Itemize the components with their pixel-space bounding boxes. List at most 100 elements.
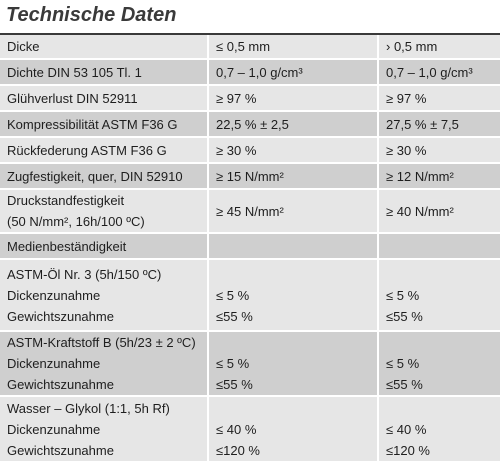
cell-text: 0,7 – 1,0 g/cm³ [216, 64, 303, 80]
cell-text: ≤ 40 % [386, 421, 427, 437]
cell-text: Kompressibilität ASTM F36 G [7, 116, 178, 132]
cell-text: ≤55 % [386, 308, 423, 324]
cell-text: 0,7 – 1,0 g/cm³ [386, 64, 473, 80]
property-cell: Kompressibilität ASTM F36 G [0, 111, 208, 138]
cell-text: Dickenzunahme [7, 356, 101, 371]
value-thick-cell: 0,7 – 1,0 g/cm³ [377, 59, 500, 86]
cell-text: ≤120 % [216, 442, 260, 458]
value-thin-cell: ≤ 0,5 mm [207, 35, 378, 60]
cell-text: ≤55 % [216, 308, 253, 324]
property-cell: Medienbeständigkeit [0, 233, 208, 260]
property-cell: Rückfederung ASTM F36 G [0, 137, 208, 164]
cell-text: ≤55 % [216, 377, 253, 392]
cell-text: Dicke [7, 39, 40, 54]
cell-text: ASTM-Kraftstoff B (5h/23 ± 2 ºC) [7, 335, 196, 350]
tech-data-table: Dicke ≤ 0,5 mm › 0,5 mm Dichte DIN 53 105 T… [0, 35, 500, 463]
cell-text: ≤120 % [386, 442, 430, 458]
cell-text: Rückfederung ASTM F36 G [7, 142, 167, 158]
cell-text: ≥ 12 N/mm² [386, 168, 454, 184]
cell-text: ≤ 5 % [386, 356, 420, 371]
value-thick-cell: ≤ 5 % ≤55 % [377, 331, 500, 397]
title-rule [0, 33, 500, 35]
cell-text: ≥ 97 % [216, 90, 257, 106]
property-cell: ASTM-Kraftstoff B (5h/23 ± 2 ºC) Dickenzu… [0, 331, 208, 397]
table-row: ASTM-Öl Nr. 3 (5h/150 ºC) Dickenzunahme Ge… [0, 259, 500, 332]
table-row: ASTM-Kraftstoff B (5h/23 ± 2 ºC) Dickenzu… [0, 331, 500, 397]
value-thick-cell: › 0,5 mm [377, 35, 500, 60]
table-row: Wasser – Glykol (1:1, 5h Rf) Dickenzunahm… [0, 396, 500, 463]
cell-text: ≤ 40 % [216, 421, 257, 437]
cell-text [216, 264, 377, 285]
table-row: Dicke ≤ 0,5 mm › 0,5 mm [0, 35, 500, 60]
cell-text: ≥ 97 % [386, 90, 427, 106]
cell-text: Druckstandfestigkeit [7, 193, 125, 208]
cell-text: ≥ 40 N/mm² [386, 203, 454, 219]
property-cell: Glühverlust DIN 52911 [0, 85, 208, 112]
property-cell: Dicke [0, 35, 208, 60]
cell-text: ≥ 30 % [386, 142, 427, 158]
value-thin-cell: ≥ 97 % [207, 85, 378, 112]
property-cell: ASTM-Öl Nr. 3 (5h/150 ºC) Dickenzunahme Ge… [0, 259, 208, 332]
value-thick-cell: 27,5 % ± 7,5 [377, 111, 500, 138]
cell-text: ASTM-Öl Nr. 3 (5h/150 ºC) [7, 266, 162, 282]
cell-text: Dickenzunahme [7, 421, 101, 437]
table-row: Medienbeständigkeit [0, 233, 500, 260]
table-row: Zugfestigkeit, quer, DIN 52910 ≥ 15 N/mm²… [0, 163, 500, 190]
cell-text: ≥ 30 % [216, 142, 257, 158]
cell-text [216, 236, 377, 257]
table-row: Rückfederung ASTM F36 G ≥ 30 % ≥ 30 % [0, 137, 500, 164]
cell-text: ≥ 15 N/mm² [216, 168, 284, 184]
page-title: Technische Daten [6, 4, 177, 26]
value-thin-cell: 0,7 – 1,0 g/cm³ [207, 59, 378, 86]
cell-text [386, 236, 500, 257]
cell-text: ≤ 5 % [216, 287, 250, 303]
cell-text [216, 332, 377, 353]
value-thin-cell: ≥ 30 % [207, 137, 378, 164]
cell-text: Zugfestigkeit, quer, DIN 52910 [7, 168, 183, 184]
cell-text: ≤ 5 % [386, 287, 420, 303]
value-thick-cell: ≥ 40 N/mm² [377, 189, 500, 234]
cell-text: ≥ 45 N/mm² [216, 203, 284, 219]
table-row: Dichte DIN 53 105 Tl. 1 0,7 – 1,0 g/cm³ 0,… [0, 59, 500, 86]
value-thick-cell: ≤ 5 % ≤55 % [377, 259, 500, 332]
cell-text: Gewichtszunahme [7, 442, 114, 458]
property-cell: Wasser – Glykol (1:1, 5h Rf) Dickenzunahm… [0, 396, 208, 463]
cell-text: Gewichtszunahme [7, 308, 114, 324]
cell-text [386, 398, 500, 419]
cell-text: Wasser – Glykol (1:1, 5h Rf) [7, 400, 170, 416]
property-cell: Dichte DIN 53 105 Tl. 1 [0, 59, 208, 86]
table-row: Druckstandfestigkeit (50 N/mm², 16h/100 º… [0, 189, 500, 234]
value-thin-cell: 22,5 % ± 2,5 [207, 111, 378, 138]
cell-text [386, 264, 500, 285]
value-thin-cell: ≥ 15 N/mm² [207, 163, 378, 190]
value-thin-cell: ≤ 5 % ≤55 % [207, 259, 378, 332]
cell-text: Gewichtszunahme [7, 377, 114, 392]
cell-text: 27,5 % ± 7,5 [386, 116, 459, 132]
value-thick-cell: ≤ 40 % ≤120 % [377, 396, 500, 463]
cell-text: ≤55 % [386, 377, 423, 392]
value-thin-cell: ≤ 5 % ≤55 % [207, 331, 378, 397]
cell-text: ≤ 0,5 mm [216, 39, 271, 54]
value-thin-cell [207, 233, 378, 260]
value-thick-cell: ≥ 12 N/mm² [377, 163, 500, 190]
property-cell: Zugfestigkeit, quer, DIN 52910 [0, 163, 208, 190]
cell-text: Dickenzunahme [7, 287, 101, 303]
value-thick-cell [377, 233, 500, 260]
property-cell: Druckstandfestigkeit (50 N/mm², 16h/100 º… [0, 189, 208, 234]
cell-text: Medienbeständigkeit [7, 238, 127, 254]
value-thin-cell: ≤ 40 % ≤120 % [207, 396, 378, 463]
table-row: Kompressibilität ASTM F36 G 22,5 % ± 2,5 2… [0, 111, 500, 138]
cell-text [386, 332, 500, 353]
cell-text: Glühverlust DIN 52911 [7, 90, 138, 106]
cell-text [216, 398, 377, 419]
value-thin-cell: ≥ 45 N/mm² [207, 189, 378, 234]
cell-text: ≤ 5 % [216, 356, 250, 371]
cell-text: (50 N/mm², 16h/100 ºC) [7, 214, 145, 229]
value-thick-cell: ≥ 30 % [377, 137, 500, 164]
cell-text: Dichte DIN 53 105 Tl. 1 [7, 64, 142, 80]
cell-text: › 0,5 mm [386, 39, 438, 54]
value-thick-cell: ≥ 97 % [377, 85, 500, 112]
table-row: Glühverlust DIN 52911 ≥ 97 % ≥ 97 % [0, 85, 500, 112]
cell-text: 22,5 % ± 2,5 [216, 116, 289, 132]
